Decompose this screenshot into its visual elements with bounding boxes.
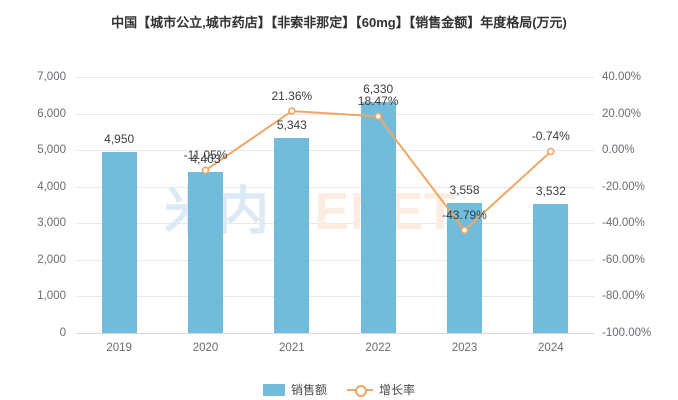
gridline [76, 259, 594, 261]
bar[interactable] [360, 101, 396, 333]
gridline [76, 113, 594, 115]
legend: 销售额 增长率 [0, 381, 678, 398]
y-tick-label-right: 40.00% [602, 71, 642, 83]
y-tick-label-right: -20.00% [602, 180, 645, 193]
y-tick-label-left: 0 [59, 327, 66, 339]
bar-value-label: 3,532 [535, 183, 566, 198]
y-tick-label-left: 7,000 [37, 71, 66, 83]
bar-value-label: 4,403 [190, 151, 221, 166]
y-tick-label-right: -80.00% [602, 290, 645, 303]
bar[interactable] [101, 151, 137, 333]
y-tick-label-left: 2,000 [37, 253, 66, 266]
growth-value-label: -11.05% [183, 148, 228, 163]
gridline [76, 150, 594, 152]
bar[interactable] [447, 202, 482, 333]
growth-value-label: -43.79% [442, 208, 487, 223]
growth-value-label: 18.47% [357, 94, 399, 109]
gridline [76, 77, 594, 78]
gridline [76, 223, 594, 225]
y-tick-label-right: -100.00% [602, 327, 652, 339]
bar-swatch-icon [262, 383, 285, 396]
growth-value-label: -0.74% [531, 129, 570, 144]
bar-value-label: 5,343 [276, 117, 307, 132]
x-tick-label: 2019 [106, 342, 132, 354]
line-swatch-icon [347, 384, 373, 397]
bar-value-label: 3,558 [449, 182, 480, 197]
gridline [76, 296, 594, 298]
x-tick-label: 2020 [192, 342, 219, 354]
x-tick-label: 2023 [451, 342, 478, 354]
legend-label-sales: 销售额 [290, 383, 327, 397]
y-tick-label-right: -60.00% [602, 253, 645, 266]
x-tick-label: 2022 [365, 342, 391, 354]
bar[interactable] [533, 203, 569, 333]
y-tick-label-right: -40.00% [602, 217, 645, 230]
bar-value-label: 4,950 [104, 131, 135, 146]
legend-item-sales[interactable]: 销售额 [262, 381, 327, 398]
y-tick-label-left: 4,000 [37, 180, 66, 193]
y-tick-label-left: 1,000 [37, 290, 66, 303]
x-tick-label: 2021 [279, 342, 305, 354]
y-tick-label-left: 3,000 [37, 217, 66, 230]
bar-value-label: 6,330 [363, 81, 394, 96]
bar[interactable] [188, 171, 223, 333]
growth-value-label: 21.36% [271, 89, 313, 104]
legend-label-growth: 增长率 [379, 383, 416, 397]
page-title: 中国【城市公立,城市药店】【非索非那定】【60mg】【销售金额】年度格局(万元) [111, 15, 567, 30]
line-series [201, 107, 555, 235]
gridline [76, 333, 594, 334]
y-tick-label-left: 6,000 [37, 107, 66, 120]
y-tick-label-right: 0.00% [602, 144, 635, 157]
y-tick-label-right: 20.00% [602, 107, 642, 120]
x-tick-label: 2024 [538, 342, 564, 354]
y-tick-label-left: 5,000 [37, 144, 66, 157]
bar[interactable] [274, 137, 310, 333]
legend-item-growth[interactable]: 增长率 [347, 381, 415, 398]
